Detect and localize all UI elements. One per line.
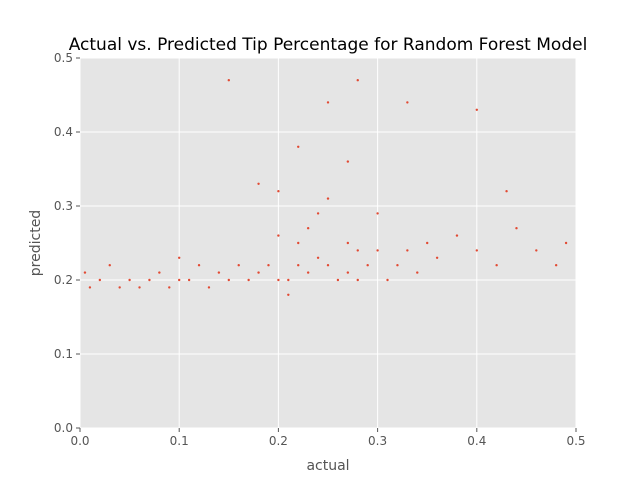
data-points (83, 79, 568, 296)
scatter-point (336, 278, 340, 282)
scatter-point (148, 278, 151, 282)
scatter-point (277, 234, 280, 237)
scatter-point (287, 278, 290, 282)
scatter-point (416, 271, 419, 274)
scatter-point (277, 190, 280, 193)
scatter-point (306, 227, 310, 230)
scatter-point (178, 256, 181, 259)
scatter-point (426, 241, 429, 245)
scatter-point (257, 182, 260, 185)
scatter-point (237, 264, 240, 267)
x-tick-label: 0.5 (566, 434, 585, 448)
x-tick-label: 0.1 (170, 434, 189, 448)
scatter-point (386, 278, 389, 282)
scatter-point (316, 256, 320, 259)
y-tick-label: 0.0 (54, 421, 73, 435)
scatter-point (297, 145, 300, 148)
y-tick-label: 0.4 (54, 125, 73, 139)
scatter-point (297, 241, 300, 245)
scatter-point (158, 271, 161, 274)
scatter-point (207, 286, 211, 289)
scatter-point (366, 264, 369, 267)
y-axis-label: predicted (28, 210, 44, 276)
scatter-point (128, 278, 131, 282)
scatter-point (326, 197, 330, 200)
scatter-point (227, 79, 230, 82)
plot-area (80, 58, 576, 428)
x-tick-label: 0.0 (70, 434, 89, 448)
scatter-point (197, 264, 201, 267)
scatter-point (356, 79, 359, 82)
scatter-point (287, 293, 290, 296)
scatter-point (118, 286, 121, 289)
x-tick-label: 0.4 (467, 434, 486, 448)
y-tick-label: 0.3 (54, 199, 73, 213)
scatter-point (316, 212, 320, 215)
scatter-point (475, 108, 478, 112)
scatter-point (535, 249, 538, 252)
scatter-point (326, 101, 330, 104)
scatter-point (178, 278, 181, 282)
scatter-point (217, 271, 221, 274)
gridlines (79, 57, 577, 429)
scatter-point (257, 271, 260, 274)
scatter-point (88, 286, 92, 289)
scatter-point (406, 249, 409, 252)
scatter-point (475, 249, 478, 252)
scatter-point (227, 278, 230, 282)
x-tick-label: 0.3 (368, 434, 387, 448)
scatter-point (346, 241, 350, 245)
scatter-point (376, 249, 379, 252)
scatter-point (187, 278, 191, 282)
y-tick-label: 0.2 (54, 273, 73, 287)
scatter-point (346, 271, 350, 274)
scatter-point (98, 278, 102, 282)
scatter-point (306, 271, 310, 274)
axis-ticks: 0.0 0.1 0.2 0.3 0.4 0.5 0.0 0.1 0.2 0.3 0.4 0.5 (54, 51, 586, 448)
scatter-point (108, 264, 111, 267)
scatter-point (376, 212, 379, 215)
scatter-point (356, 249, 359, 252)
chart-title: Actual vs. Predicted Tip Percentage for … (69, 35, 588, 55)
scatter-point (406, 101, 409, 104)
scatter-point (297, 264, 300, 267)
scatter-point (168, 286, 171, 289)
scatter-point (554, 264, 558, 267)
x-tick-label: 0.2 (269, 434, 288, 448)
scatter-point (495, 264, 498, 267)
scatter-point (564, 241, 568, 245)
y-tick-label: 0.5 (54, 51, 73, 65)
scatter-point (277, 278, 280, 282)
scatter-point (505, 190, 508, 193)
scatter-point (83, 271, 87, 274)
y-tick-label: 0.1 (54, 347, 73, 361)
scatter-point (356, 278, 359, 282)
x-axis-label: actual (306, 458, 349, 474)
scatter-point (455, 234, 459, 237)
scatter-point (247, 278, 250, 282)
scatter-point (515, 227, 518, 230)
scatter-point (267, 264, 270, 267)
scatter-point (396, 264, 399, 267)
scatter-point (346, 160, 350, 163)
scatter-point (435, 256, 439, 259)
scatter-point (326, 264, 330, 267)
scatter-point (138, 286, 141, 289)
